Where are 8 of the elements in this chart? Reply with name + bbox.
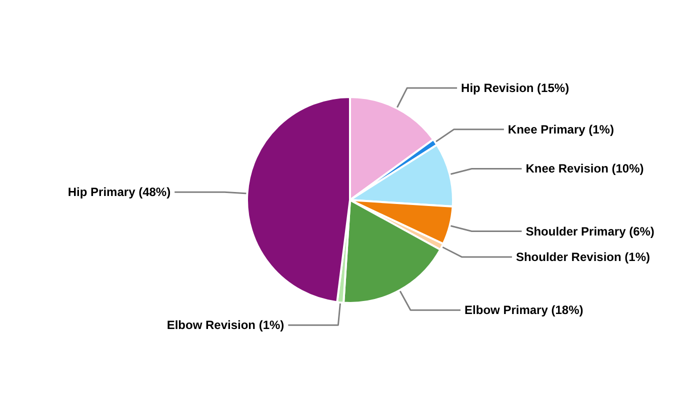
- slice-label: Elbow Revision (1%): [166, 318, 284, 332]
- slice-label: Knee Revision (10%): [526, 162, 644, 176]
- slice-label: Shoulder Primary (6%): [526, 224, 654, 238]
- slice-label: Shoulder Revision (1%): [516, 250, 650, 264]
- slice-label: Knee Primary (1%): [508, 122, 614, 136]
- slice-label: Elbow Primary (18%): [464, 303, 584, 318]
- slice-label: Hip Revision (15%): [461, 81, 570, 96]
- slice-label: Hip Primary (48%): [68, 185, 171, 200]
